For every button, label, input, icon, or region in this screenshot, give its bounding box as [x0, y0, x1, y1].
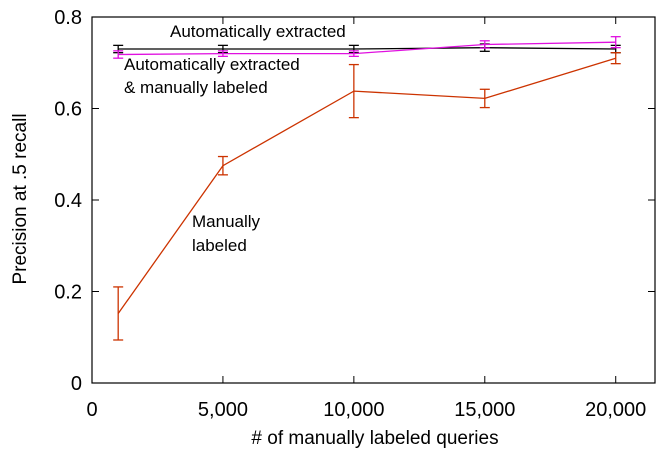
x-tick-label: 0 [86, 399, 97, 421]
error-bar-manual [479, 88, 490, 109]
y-tick-label: 0 [71, 373, 82, 395]
y-axis-label: Precision at .5 recall [10, 113, 31, 284]
error-bar-manual [610, 52, 621, 65]
error-bar-combined [479, 40, 490, 49]
x-axis-label: # of manually labeled queries [251, 428, 498, 449]
error-bar-combined [610, 36, 621, 49]
annotation-combined-line2: & manually labeled [124, 78, 268, 97]
annotation-auto: Automatically extracted [170, 22, 346, 41]
error-bar-manual [348, 63, 359, 119]
plot-frame [91, 16, 656, 384]
series-auto [113, 43, 621, 54]
y-tick-label: 0.2 [54, 282, 82, 304]
error-bar-combined [217, 50, 228, 57]
y-tick-label: 0.4 [54, 190, 82, 212]
error-bar-combined [113, 50, 124, 59]
annotation-manual-line1: Manually [192, 212, 261, 231]
y-tick-label: 0.8 [54, 7, 82, 29]
series-combined [113, 36, 621, 59]
y-tick-label: 0.6 [54, 99, 82, 121]
tick-labels: 0 5,000 10,000 15,000 20,000 0 0.2 0.4 0.6 0.8 [54, 7, 646, 421]
x-tick-label: 20,000 [585, 399, 646, 421]
series-manual [113, 52, 621, 341]
annotation-combined-line1: Automatically extracted [124, 55, 300, 74]
series-line-auto [118, 47, 616, 50]
x-tick-label: 10,000 [323, 399, 384, 421]
error-bar-manual [217, 155, 228, 176]
x-tick-label: 15,000 [454, 399, 515, 421]
error-bar-combined [348, 50, 359, 57]
error-bar-manual [113, 286, 124, 341]
x-tick-label: 5,000 [198, 399, 248, 421]
annotation-manual-line2: labeled [192, 236, 247, 255]
series-layer [113, 36, 621, 341]
